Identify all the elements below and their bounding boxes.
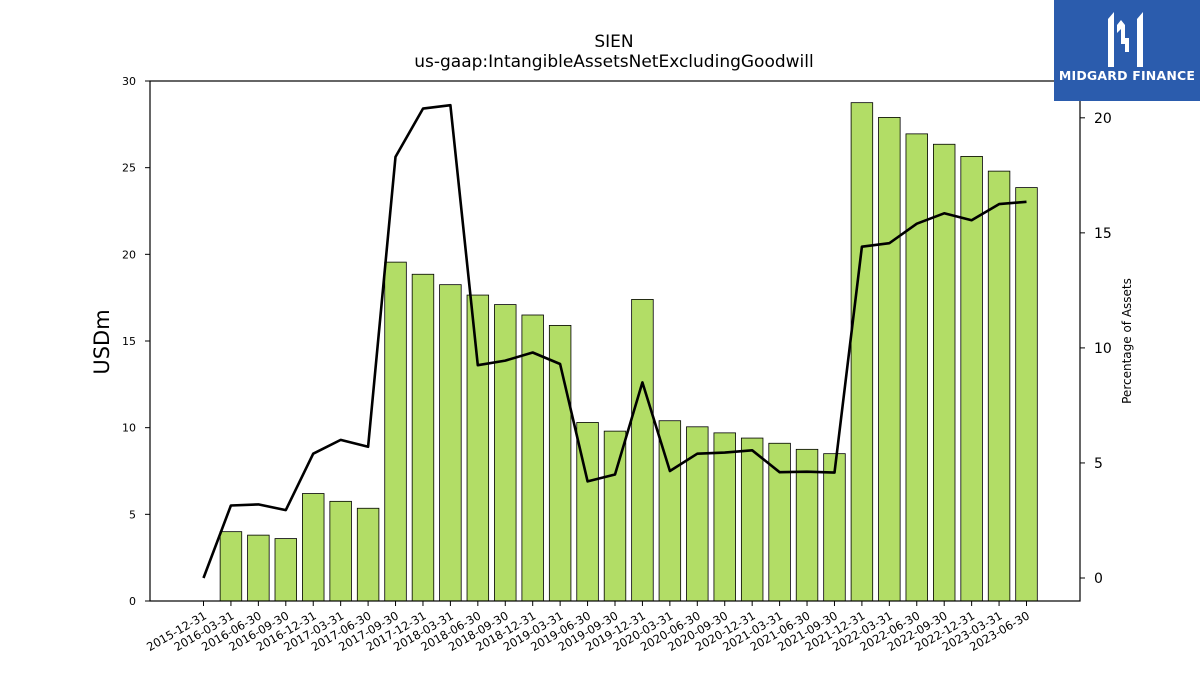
y-axis-label: USDm — [90, 309, 114, 374]
bar-2021-12-31 — [850, 102, 874, 602]
y-tick-label: 25 — [122, 162, 136, 175]
bar-2023-03-31 — [987, 170, 1011, 602]
y-tick-label: 0 — [129, 595, 136, 608]
y-tick-label: 15 — [122, 335, 136, 348]
chart-subtitle: us-gaap:IntangibleAssetsNetExcludingGood… — [414, 52, 814, 72]
y2-tick-label: 15 — [1094, 226, 1112, 242]
bar-2020-12-31 — [740, 437, 764, 602]
bar-2019-12-31 — [631, 298, 654, 602]
bar-2016-12-31 — [302, 493, 325, 602]
bar-2020-09-30 — [713, 432, 736, 602]
bar-2019-09-30 — [603, 430, 627, 602]
bar-2016-09-30 — [274, 538, 298, 602]
y-tick-label: 20 — [122, 248, 136, 261]
line-series — [202, 103, 1027, 579]
percentage-of-assets-line — [202, 103, 1027, 579]
y2-tick-label: 10 — [1094, 341, 1112, 357]
bar-series — [219, 102, 1038, 602]
bar-2018-06-30 — [466, 294, 490, 602]
y-tick-label: 30 — [122, 75, 136, 88]
y2-tick-label: 5 — [1094, 456, 1103, 472]
bar-2021-09-30 — [823, 453, 846, 602]
chart-title: SIEN — [594, 32, 634, 52]
y2-tick-label: 0 — [1094, 571, 1103, 587]
bar-2016-06-30 — [247, 534, 270, 602]
bar-2018-12-31 — [521, 314, 544, 602]
midgard-finance-logo: MIDGARD FINANCE — [1054, 0, 1200, 101]
bar-2023-06-30 — [1015, 187, 1038, 602]
bar-2017-09-30 — [384, 261, 407, 602]
bar-2017-06-30 — [356, 507, 380, 602]
bar-2022-12-31 — [960, 155, 983, 602]
midgard-finance-logo-icon — [1108, 12, 1143, 67]
bar-2022-03-31 — [878, 117, 901, 602]
bar-2022-06-30 — [905, 133, 928, 602]
bar-2018-03-31 — [439, 284, 462, 602]
y2-axis-label: Percentage of Assets — [1120, 278, 1134, 404]
logo-text: MIDGARD FINANCE — [1058, 68, 1196, 83]
bar-2017-12-31 — [411, 273, 435, 602]
y-tick-label: 10 — [122, 422, 136, 435]
bar-2016-03-31 — [219, 531, 243, 602]
bar-2018-09-30 — [494, 304, 517, 602]
y2-tick-label: 20 — [1094, 111, 1112, 127]
y-tick-label: 5 — [129, 508, 136, 521]
bar-2017-03-31 — [329, 500, 352, 602]
